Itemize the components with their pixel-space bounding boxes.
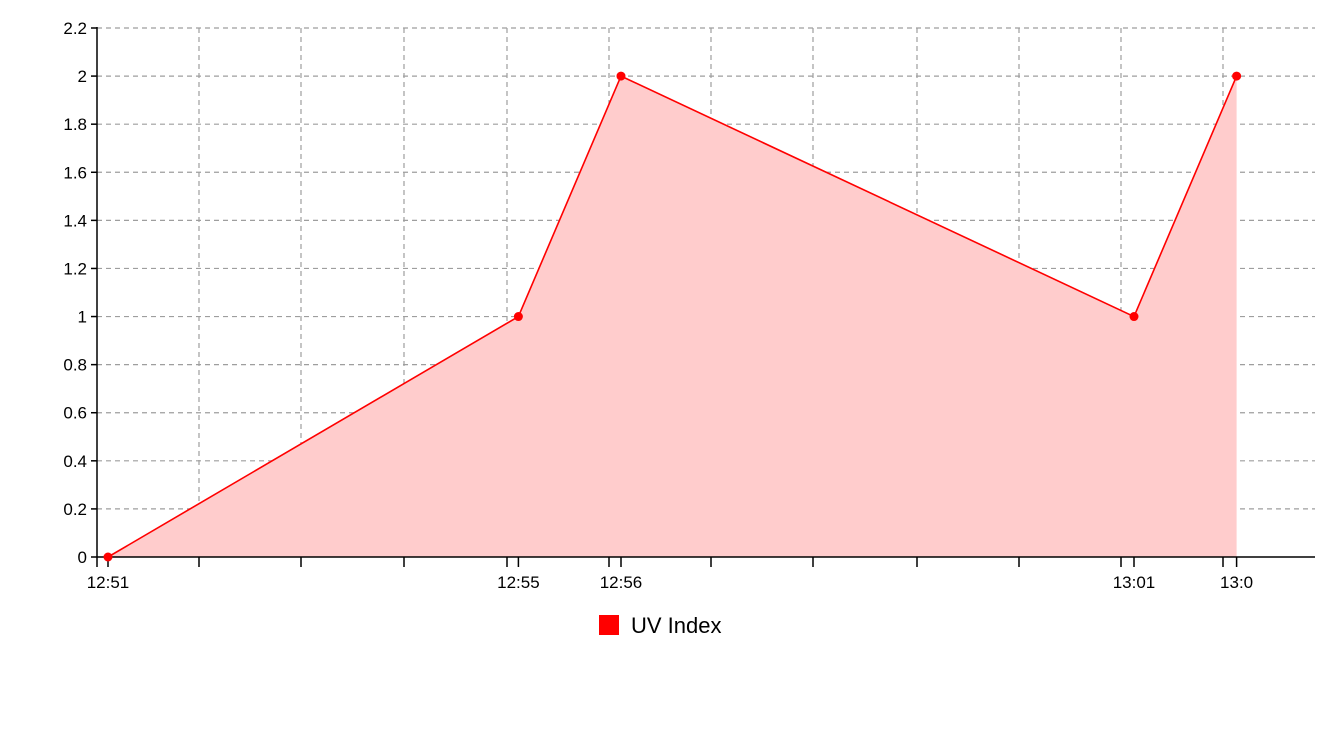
x-tick-label: 12:51 xyxy=(87,573,130,592)
y-tick-label: 0.6 xyxy=(63,404,87,423)
x-tick-label: 12:55 xyxy=(497,573,540,592)
data-point xyxy=(1129,312,1139,322)
x-tick-label: 13:01 xyxy=(1113,573,1156,592)
y-tick-label: 2.2 xyxy=(63,19,87,38)
y-tick-label: 1 xyxy=(78,308,87,327)
data-points xyxy=(103,71,1242,562)
area-fill-uv-index xyxy=(108,76,1237,557)
y-tick-label: 1.2 xyxy=(63,259,87,278)
y-tick-label: 1.8 xyxy=(63,115,87,134)
data-point xyxy=(616,71,626,81)
y-tick-label: 0 xyxy=(78,548,87,567)
y-tick-label: 0.8 xyxy=(63,356,87,375)
x-axis-ticks: 12:51 12:55 12:56 13:01 13:0 xyxy=(87,557,1253,592)
y-tick-label: 1.4 xyxy=(63,211,87,230)
y-tick-label: 1.6 xyxy=(63,163,87,182)
legend-label-uv-index[interactable]: UV Index xyxy=(631,613,722,638)
y-tick-label: 0.4 xyxy=(63,452,87,471)
axes xyxy=(96,27,1315,558)
y-tick-label: 0.2 xyxy=(63,500,87,519)
y-tick-label: 2 xyxy=(78,67,87,86)
legend[interactable]: UV Index xyxy=(599,613,722,638)
data-point xyxy=(1232,71,1242,81)
x-tick-label: 13:0 xyxy=(1220,573,1253,592)
data-point xyxy=(513,312,523,322)
data-point xyxy=(103,552,113,562)
legend-swatch-uv-index[interactable] xyxy=(599,615,619,635)
x-tick-label: 12:56 xyxy=(600,573,643,592)
y-axis-ticks: 0 0.2 0.4 0.6 0.8 1 1.2 1.4 1.6 1.8 2 2.2 xyxy=(63,19,97,567)
